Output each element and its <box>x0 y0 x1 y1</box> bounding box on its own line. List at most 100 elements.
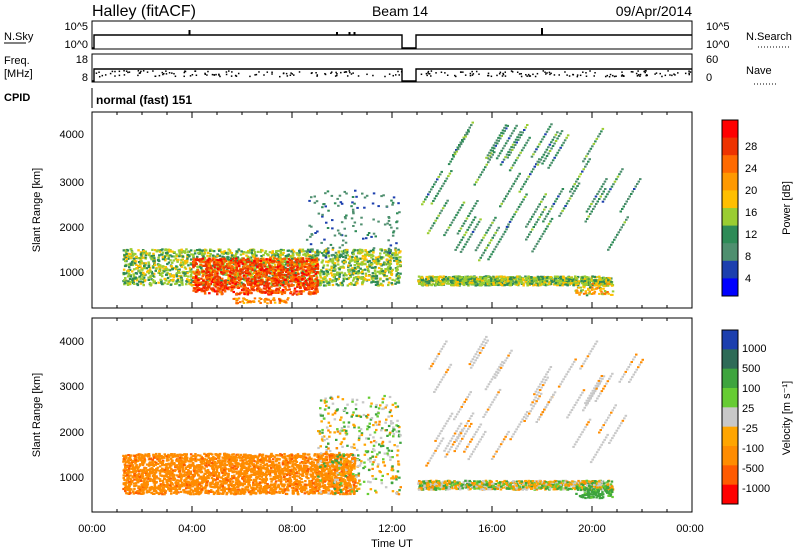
nave-dot <box>446 74 449 77</box>
power-cell <box>353 264 356 267</box>
power-cell <box>216 283 219 286</box>
power-cell <box>169 254 172 257</box>
power-cell <box>620 226 623 229</box>
power-cell <box>190 278 193 281</box>
power-cell <box>492 219 496 222</box>
power-cell <box>320 261 324 264</box>
power-cell <box>197 279 200 282</box>
power-cell <box>291 266 294 270</box>
power-cell <box>192 255 195 258</box>
nave-dot <box>667 70 669 72</box>
power-cell <box>567 278 571 281</box>
power-cell <box>199 263 203 267</box>
power-cell <box>529 218 532 221</box>
power-cell <box>383 251 386 255</box>
power-cell <box>232 290 235 294</box>
power-cell <box>270 251 274 254</box>
power-cell <box>344 248 348 252</box>
power-cell <box>303 288 307 291</box>
power-cell <box>251 276 254 279</box>
power-cell <box>595 137 599 140</box>
power-cell <box>130 263 133 266</box>
power-cell <box>458 279 461 282</box>
power-cell <box>591 280 595 283</box>
power-cell <box>231 276 235 279</box>
power-cell <box>436 178 439 181</box>
power-cell <box>290 268 293 271</box>
power-cell <box>265 286 268 289</box>
power-cell <box>485 163 488 166</box>
power-cell <box>349 269 353 272</box>
power-cell <box>154 269 157 272</box>
power-cell <box>465 240 469 243</box>
nave-dot <box>526 75 528 77</box>
power-cell <box>605 278 609 281</box>
power-cell <box>498 152 502 155</box>
power-cell <box>599 188 602 191</box>
power-cell <box>212 250 216 253</box>
power-cell <box>515 283 518 286</box>
power-cell <box>174 282 177 285</box>
power-cell <box>163 282 166 285</box>
power-cell <box>597 135 600 138</box>
power-cell <box>583 275 587 278</box>
power-cell <box>224 279 227 282</box>
power-cell <box>487 258 490 261</box>
power-cell <box>269 282 273 285</box>
power-cell <box>511 185 514 188</box>
power-cell <box>565 136 568 139</box>
power-cell <box>197 252 200 255</box>
nave-dot <box>397 70 399 73</box>
nave-dots <box>95 70 692 78</box>
power-cell <box>207 264 211 268</box>
power-cell <box>509 282 512 285</box>
power-cell <box>446 229 449 232</box>
power-cell <box>532 213 535 216</box>
power-cell <box>394 247 397 250</box>
power-cell <box>476 200 479 202</box>
power-cell <box>344 234 348 237</box>
power-cell <box>240 281 243 284</box>
power-cell <box>261 267 264 270</box>
power-cell <box>288 288 291 291</box>
power-cell <box>476 278 479 281</box>
power-cell <box>180 265 184 268</box>
power-cell <box>544 206 547 209</box>
power-cell <box>454 283 458 286</box>
power-cell <box>262 254 265 257</box>
power-cell <box>434 283 438 286</box>
power-cell <box>371 258 375 261</box>
power-cell <box>302 278 306 281</box>
power-cell <box>385 263 388 266</box>
power-cell <box>457 243 460 246</box>
power-cell <box>274 266 278 269</box>
power-cell <box>255 273 258 276</box>
power-cell <box>479 173 482 176</box>
power-cell <box>280 269 283 272</box>
power-cell <box>277 281 281 284</box>
power-cell <box>267 270 271 273</box>
power-cell <box>364 274 368 277</box>
power-cell <box>587 208 590 210</box>
power-cell <box>508 277 512 281</box>
power-cell <box>336 256 339 259</box>
power-cell <box>316 280 319 283</box>
power-cell <box>425 277 428 281</box>
power-cell <box>492 283 495 286</box>
nave-dot <box>330 72 332 74</box>
power-cell <box>510 276 513 279</box>
nave-dot <box>671 74 673 77</box>
nave-dot <box>643 70 645 73</box>
power-cell <box>203 285 206 288</box>
power-cell <box>280 265 283 268</box>
nave-dot <box>237 72 240 75</box>
power-cell <box>456 284 459 287</box>
power-cell <box>312 263 315 266</box>
power-cell <box>367 270 371 273</box>
power-cell <box>555 197 559 200</box>
power-cell <box>490 253 493 256</box>
power-cell <box>352 277 356 280</box>
nave-dot <box>225 73 228 76</box>
power-cell <box>231 281 234 284</box>
power-cell <box>560 144 564 147</box>
